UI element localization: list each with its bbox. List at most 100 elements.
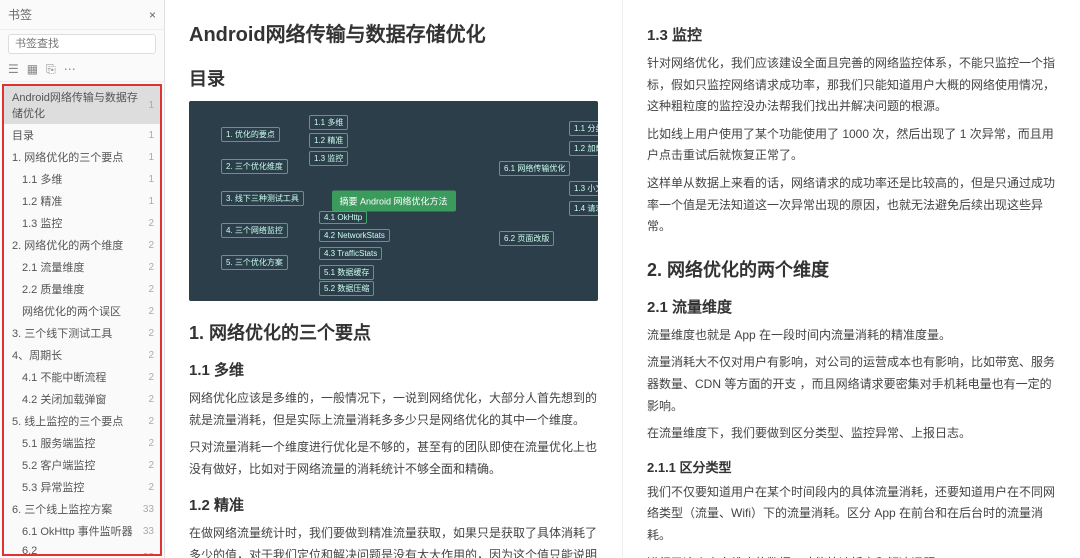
toc-item[interactable]: Android网络传输与数据存储优化1	[4, 86, 160, 124]
page-title: Android网络传输与数据存储优化	[189, 18, 598, 47]
section-1-2: 1.2 精准	[189, 494, 598, 515]
mindmap-node: 1.3 小文件合并	[569, 181, 598, 196]
toc-label: 2. 网络优化的两个维度	[12, 237, 123, 253]
mindmap-node: 4.1 OkHttp	[319, 211, 367, 224]
toc-page: 33	[143, 526, 154, 537]
toc-item[interactable]: 2.2 质量维度 2	[4, 278, 160, 300]
toc-page: 2	[148, 350, 154, 361]
toc-page: 2	[148, 218, 154, 229]
toc-label: 5.1 服务端监控	[22, 435, 95, 451]
section-1-3: 1.3 监控	[647, 24, 1056, 45]
toc-label: 1. 网络优化的三个要点	[12, 149, 123, 165]
toc-item[interactable]: 4.2 关闭加载弹窗 2	[4, 388, 160, 410]
section-2-1-1: 2.1.1 区分类型	[647, 457, 1056, 476]
toc-page: 2	[148, 262, 154, 273]
toc-label: 5.2 客户端监控	[22, 457, 95, 473]
mindmap-image: 摘要 Android 网络优化方法 1. 优化的要点 2. 三个优化维度 3. 线下…	[189, 101, 598, 301]
toc-item[interactable]: 5.3 异常监控2	[4, 476, 160, 498]
toc-label: 5. 线上监控的三个要点	[12, 413, 123, 429]
mindmap-node: 1.3 监控	[309, 151, 348, 166]
toc-page: 1	[148, 130, 154, 141]
mindmap-center: 摘要 Android 网络优化方法	[331, 191, 455, 212]
toc-item[interactable]: 1.1 多维 1	[4, 168, 160, 190]
toc-page: 2	[148, 438, 154, 449]
toc-item[interactable]: 目录 1	[4, 124, 160, 146]
toc-page: 1	[148, 174, 154, 185]
toc-label: 网络优化的两个误区	[22, 303, 121, 319]
toc-page: 1	[148, 152, 154, 163]
list-icon[interactable]: ☰	[8, 62, 19, 77]
section-2: 2. 网络优化的两个维度	[647, 256, 1056, 282]
section-1: 1. 网络优化的三个要点	[189, 319, 598, 345]
toc-item[interactable]: 5.1 服务端监控 2	[4, 432, 160, 454]
toc-item[interactable]: 4.1 不能中断流程2	[4, 366, 160, 388]
mindmap-node: 5. 三个优化方案	[221, 255, 288, 270]
toc-page: 2	[148, 482, 154, 493]
paragraph: 比如线上用户使用了某个功能使用了 1000 次，然后出现了 1 次异常，而且用户…	[647, 124, 1056, 167]
link-icon[interactable]: ⎘	[46, 62, 56, 77]
paragraph: 我们不仅要知道用户在某个时间段内的具体流量消耗，还要知道用户在不同网络类型（流量…	[647, 482, 1056, 547]
toc-label: 1.2 精准	[22, 193, 62, 209]
grid-icon[interactable]: ▦	[27, 62, 38, 77]
toc-item[interactable]: 1.2 精准 1	[4, 190, 160, 212]
more-icon[interactable]: ⋯	[64, 62, 76, 77]
mindmap-node: 5.1 数据缓存	[319, 265, 374, 280]
mindmap-node: 6.2 页面改版	[499, 231, 554, 246]
toc-label: 2.2 质量维度	[22, 281, 84, 297]
toc-item[interactable]: 5. 线上监控的三个要点 2	[4, 410, 160, 432]
mindmap-node: 1.4 请求优化	[569, 201, 598, 216]
toc-label: 6.1 OkHttp 事件监听器	[22, 523, 133, 539]
paragraph: 进行了这个方向维度的数据，才能快速拆定和解决问题。	[647, 553, 1056, 558]
toc-page: 2	[148, 328, 154, 339]
close-icon[interactable]: ×	[149, 8, 156, 22]
toc-item[interactable]: 2.1 流量维度 2	[4, 256, 160, 278]
toc-label: 目录	[12, 127, 34, 143]
toc-item[interactable]: 6. 三个线上监控方案 33	[4, 498, 160, 520]
toc-page: 2	[148, 240, 154, 251]
toc-page: 1	[148, 196, 154, 207]
toc-label: 1.1 多维	[22, 171, 62, 187]
main-column: Android网络传输与数据存储优化 目录 摘要 Android 网络优化方法 …	[165, 0, 622, 558]
mindmap-node: 4.2 NetworkStats	[319, 229, 390, 242]
search-input[interactable]	[8, 34, 156, 54]
paragraph: 网络优化应该是多维的，一般情况下，一说到网络优化，大部分人首先想到的就是流量消耗…	[189, 388, 598, 431]
mindmap-node: 3. 线下三种测试工具	[221, 191, 304, 206]
section-2-1: 2.1 流量维度	[647, 296, 1056, 317]
toc-item[interactable]: 4、周期长 2	[4, 344, 160, 366]
toc-label: 6. 三个线上监控方案	[12, 501, 112, 517]
toc-item[interactable]: 网络优化的两个误区 2	[4, 300, 160, 322]
mindmap-node: 5.2 数据压缩	[319, 281, 374, 296]
mindmap-node: 1.2 加载策略	[569, 141, 598, 156]
toc-label: 4.2 关闭加载弹窗	[22, 391, 106, 407]
mindmap-node: 2. 三个优化维度	[221, 159, 288, 174]
toc-item[interactable]: 3. 三个线下测试工具 2	[4, 322, 160, 344]
paragraph: 只对流量消耗一个维度进行优化是不够的，甚至有的团队即使在流量优化上也没有做好，比…	[189, 437, 598, 480]
toc-label: 4、周期长	[12, 347, 62, 363]
toc-item[interactable]: 2. 网络优化的两个维度 2	[4, 234, 160, 256]
toc-item[interactable]: 6.1 OkHttp 事件监听器 33	[4, 520, 160, 542]
paragraph: 流量维度也就是 App 在一段时间内流量消耗的精准度量。	[647, 325, 1056, 347]
toc-item[interactable]: 5.2 客户端监控2	[4, 454, 160, 476]
toc-page: 2	[148, 306, 154, 317]
toc-page: 33	[143, 504, 154, 515]
toc-list: Android网络传输与数据存储优化1目录11. 网络优化的三个要点11.1 多…	[2, 84, 162, 556]
sidebar-header: 书签 ×	[0, 0, 164, 30]
mindmap-node: 1.1 分类	[569, 121, 598, 136]
toc-label: 2.1 流量维度	[22, 259, 84, 275]
paragraph: 针对网络优化，我们应该建设全面且完善的网络监控体系，不能只监控一个指标，假如只监…	[647, 53, 1056, 118]
sidebar-search	[0, 30, 164, 58]
toc-item[interactable]: 6.2 NetworkStatsManager33	[4, 542, 160, 556]
section-1-1: 1.1 多维	[189, 359, 598, 380]
toc-page: 2	[148, 284, 154, 295]
mindmap-node: 6.1 网络传输优化	[499, 161, 570, 176]
toc-label: 3. 三个线下测试工具	[12, 325, 112, 341]
mindmap-node: 1. 优化的要点	[221, 127, 280, 142]
toc-heading: 目录	[189, 65, 598, 91]
toc-page: 2	[148, 416, 154, 427]
toc-label: 6.2 NetworkStatsManager	[22, 545, 143, 556]
sidebar-toolbar: ☰ ▦ ⎘ ⋯	[0, 58, 164, 82]
toc-page: 2	[148, 394, 154, 405]
paragraph: 流量消耗大不仅对用户有影响，对公司的运营成本也有影响，比如带宽、服务器数量、CD…	[647, 352, 1056, 417]
toc-item[interactable]: 1.3 监控2	[4, 212, 160, 234]
toc-item[interactable]: 1. 网络优化的三个要点 1	[4, 146, 160, 168]
